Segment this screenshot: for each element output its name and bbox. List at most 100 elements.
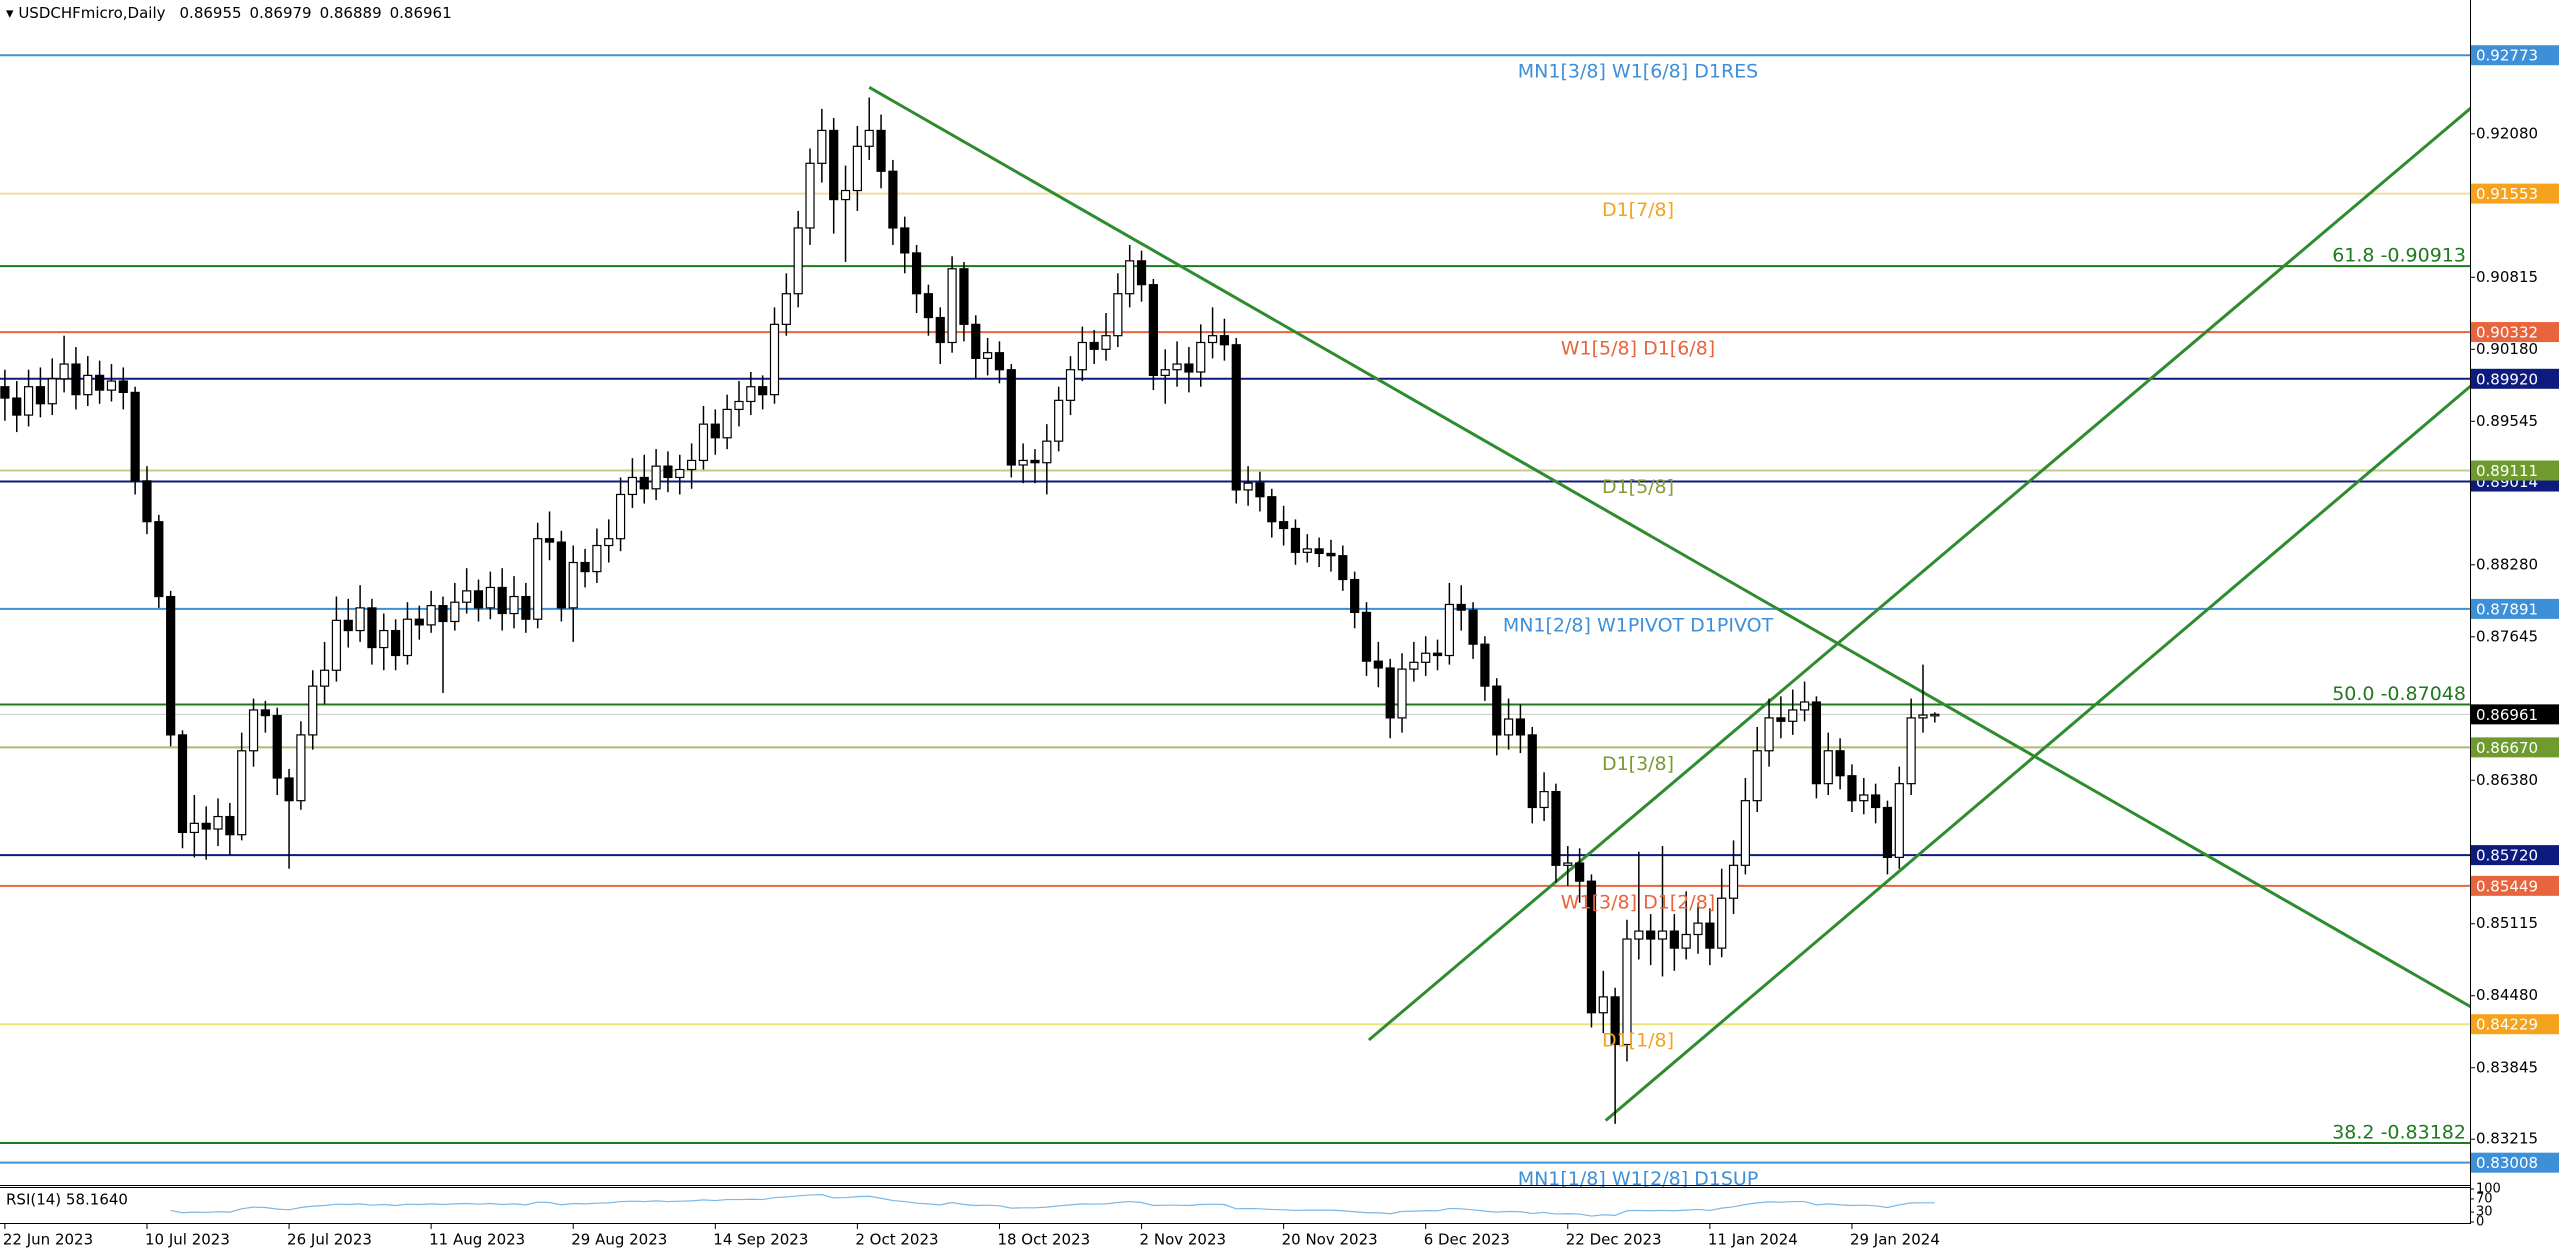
candle-body: [710, 423, 720, 439]
candle-body: [533, 538, 543, 620]
candle-body: [1385, 667, 1395, 719]
level-label: MN1[2/8] W1PIVOT D1PIVOT: [1503, 614, 1774, 636]
last-low: 0.86889: [320, 4, 382, 22]
candle-body: [1089, 341, 1099, 350]
candle-body: [308, 685, 318, 736]
candle-body: [1894, 783, 1904, 858]
candle-body: [1811, 701, 1822, 785]
indicator-tick-label: 100: [2476, 1182, 2501, 1197]
price-box-label: 0.90332: [2476, 324, 2538, 342]
candle-body: [1788, 709, 1798, 722]
candle-body: [391, 629, 401, 657]
x-tick-label: 18 Oct 2023: [997, 1231, 1090, 1249]
y-tick-label: 0.89545: [2476, 412, 2538, 430]
x-tick-label: 22 Dec 2023: [1566, 1231, 1662, 1249]
candle-body: [95, 374, 105, 391]
level-label: W1[3/8] D1[2/8]: [1561, 891, 1715, 913]
price-box: [2471, 1152, 2559, 1173]
candle-body: [1444, 603, 1454, 657]
candle-body: [1823, 750, 1833, 785]
candle-body: [225, 815, 235, 836]
candle-body: [1397, 668, 1407, 719]
indicator-line: [170, 1194, 1935, 1217]
candle-body: [734, 400, 744, 411]
candle-body: [852, 145, 862, 192]
price-box: [2471, 183, 2559, 204]
candle-body: [1871, 794, 1881, 809]
candle-body: [1077, 341, 1087, 371]
candle-body: [888, 170, 898, 229]
last-high: 0.86979: [250, 4, 312, 22]
candle-body: [1030, 459, 1040, 464]
candle-body: [805, 162, 815, 229]
x-tick-label: 22 Jun 2023: [3, 1231, 93, 1249]
candle-body: [1539, 791, 1549, 809]
candle-body: [1930, 713, 1940, 717]
candle-body: [1906, 717, 1916, 785]
price-box: [2471, 737, 2559, 758]
candle-body: [746, 386, 756, 403]
x-tick-label: 2 Nov 2023: [1140, 1231, 1227, 1249]
y-tick-label: 0.83845: [2476, 1058, 2538, 1076]
candle-body: [1101, 335, 1111, 350]
candle-body: [23, 386, 34, 416]
candle-body: [900, 227, 910, 254]
price-box-label: 0.87891: [2476, 600, 2538, 618]
candle-body: [1196, 341, 1206, 373]
candle-body: [379, 629, 389, 649]
x-tick-label: 11 Jan 2024: [1708, 1231, 1798, 1249]
level-labels: MN1[3/8] W1[6/8] D1RES D1[7/8] 61.8 -0.909…: [1503, 61, 2466, 1190]
candle-body: [769, 323, 780, 396]
trend-line: [1604, 384, 2470, 1122]
candle-body: [71, 363, 81, 396]
level-label: D1[5/8]: [1602, 476, 1674, 498]
y-tick-label: 0.90180: [2476, 340, 2538, 358]
candle-body: [651, 465, 661, 490]
candle-body: [1456, 603, 1466, 611]
price-box-label: 0.84229: [2476, 1016, 2538, 1034]
candle-body: [1859, 794, 1869, 802]
price-box: [2471, 875, 2559, 896]
candle-body: [840, 189, 851, 201]
candle-body: [1314, 548, 1324, 555]
candle-body: [663, 465, 673, 479]
candle-body: [272, 715, 282, 779]
fib-label: 61.8 -0.90913: [2332, 245, 2466, 267]
candle-body: [615, 493, 626, 540]
candle-body: [1776, 717, 1786, 722]
candle-body: [627, 476, 638, 496]
candle-body: [35, 386, 46, 405]
x-tick-label: 11 Aug 2023: [429, 1231, 525, 1249]
candle-body: [1338, 555, 1348, 581]
candle-body: [414, 618, 424, 626]
candle-body: [1586, 880, 1597, 1014]
candle-body: [580, 561, 590, 573]
candle-body: [1740, 800, 1750, 866]
candle-body: [1243, 482, 1253, 491]
candle-body: [1113, 293, 1123, 337]
y-tick-label: 0.90815: [2476, 268, 2538, 286]
price-axis-bg: [2470, 0, 2560, 1253]
candle-body: [698, 423, 709, 462]
levels: [0, 54, 2470, 1164]
price-box-label: 0.89920: [2476, 370, 2538, 388]
candle-body: [1006, 369, 1016, 466]
candle-body: [1646, 930, 1656, 940]
candle-body: [935, 316, 945, 344]
candle-body: [1551, 791, 1561, 866]
candle-body: [1515, 718, 1526, 736]
candle-body: [237, 750, 247, 836]
price-box-label: 0.91553: [2476, 185, 2538, 203]
candle-body: [1847, 775, 1857, 802]
price-box: [2471, 45, 2559, 66]
candle-body: [1764, 717, 1774, 752]
level-label: D1[7/8]: [1602, 199, 1674, 221]
candle-body: [355, 607, 365, 632]
price-box: [2471, 598, 2559, 619]
candle-body: [983, 352, 993, 359]
candle-body: [1681, 933, 1691, 949]
y-tick-label: 0.85115: [2476, 914, 2538, 932]
y-tick-label: 0.86380: [2476, 771, 2538, 789]
candle-body: [544, 538, 555, 543]
